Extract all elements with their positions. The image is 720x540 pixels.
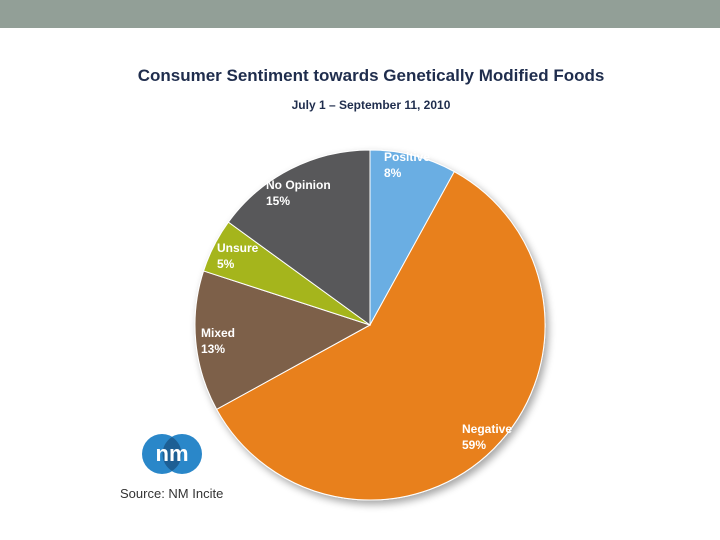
slice-label-positive: Positive 8% [384, 150, 430, 180]
pie-slice-negative [215, 170, 546, 501]
chart-subtitle: July 1 – September 11, 2010 [291, 98, 451, 112]
slice-label-unsure: Unsure 5% [217, 241, 259, 271]
source-note: Source: NM Incite [120, 486, 224, 501]
slice-label-no-opinion: No Opinion 15% [266, 178, 331, 208]
nm-incite-logo-icon: nm [142, 434, 202, 474]
slice-label-mixed: Mixed 13% [201, 326, 235, 356]
top-bar [0, 0, 720, 28]
pie-slice-mixed [194, 270, 372, 410]
svg-text:nm: nm [156, 441, 189, 466]
slice-label-negative: Negative 59% [462, 422, 512, 452]
chart-title: Consumer Sentiment towards Genetically M… [137, 66, 605, 85]
pie-slice-no-opinion [227, 149, 371, 326]
